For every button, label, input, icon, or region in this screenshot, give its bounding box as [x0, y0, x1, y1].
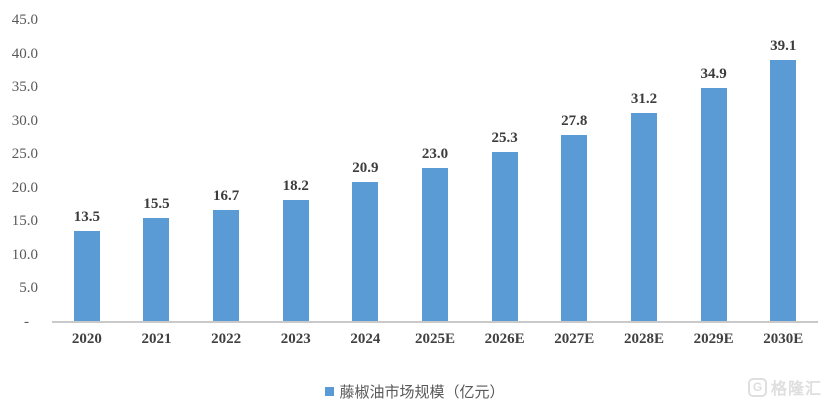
bar-value-label: 18.2 [282, 177, 309, 194]
bar-slot: 15.5 [122, 20, 192, 322]
y-axis-tick-label: 30.0 [11, 112, 38, 129]
legend-swatch-icon [325, 387, 335, 396]
bar-slot: 31.2 [609, 20, 679, 322]
y-axis-tick-label: - [24, 314, 29, 330]
bar [73, 231, 100, 322]
bar-value-label: 20.9 [352, 159, 379, 176]
x-axis-label: 2027E [554, 331, 595, 347]
plot-area: 13.5 15.5 16.7 18.2 20.9 23.0 25.3 27.8 31.2 34.9… [52, 20, 818, 322]
y-axis-tick-label: 10.0 [11, 246, 38, 263]
watermark-text: 格隆汇 [770, 381, 822, 398]
x-axis-label: 2030E [763, 331, 804, 347]
bar [770, 59, 797, 322]
y-axis-tick-label: 35.0 [11, 79, 38, 96]
bar [282, 199, 309, 322]
bar [561, 135, 588, 322]
bar-value-label: 39.1 [770, 37, 797, 54]
x-axis-label: 2022 [211, 331, 242, 347]
x-axis-label: 2025E [415, 331, 456, 347]
y-axis-tick-label: 15.0 [11, 213, 38, 230]
x-axis-line [52, 321, 818, 323]
bar [700, 87, 727, 322]
bar [422, 167, 449, 322]
bar-slot: 20.9 [331, 20, 401, 322]
bar-slot: 27.8 [539, 20, 609, 322]
x-axis-label: 2021 [141, 331, 172, 347]
x-axis-label: 2028E [623, 331, 664, 347]
bar-value-label: 13.5 [73, 209, 100, 226]
bar [213, 209, 240, 322]
bar-value-label: 23.0 [421, 145, 449, 162]
bar-slot: 23.0 [400, 20, 470, 322]
bar-slot: 16.7 [191, 20, 261, 322]
bar-slot: 25.3 [470, 20, 540, 322]
bar-slot: 13.5 [52, 20, 122, 322]
bar-slot: 39.1 [748, 20, 818, 322]
x-axis-label: 2023 [280, 331, 311, 347]
x-axis-labels: 2020 2021 2022 2023 2024 2025E 2026E 2027E 2028E… [52, 331, 818, 351]
y-axis-tick-label: 5.0 [19, 280, 38, 297]
gelonghui-watermark: G 格隆汇 [747, 375, 822, 399]
legend: 藤椒油市场规模（亿元） [0, 381, 830, 402]
gelonghui-logo-icon: G [747, 377, 767, 397]
x-axis-label: 2029E [693, 331, 734, 347]
bar-value-label: 27.8 [561, 113, 588, 130]
bar-value-label: 25.3 [491, 130, 518, 147]
bar-slot: 18.2 [261, 20, 331, 322]
bar [630, 112, 657, 322]
bar-value-label: 16.7 [212, 187, 240, 204]
x-axis-label: 2026E [484, 331, 525, 347]
legend-label: 藤椒油市场规模（亿元） [339, 385, 505, 401]
y-axis-tick-label: 45.0 [11, 12, 38, 28]
bar [352, 181, 379, 322]
bar [491, 152, 518, 322]
bar-value-label: 34.9 [700, 65, 727, 82]
x-axis-label: 2024 [350, 331, 381, 347]
bar [143, 217, 170, 322]
bar-value-label: 31.2 [630, 90, 658, 107]
y-axis-tick-label: 40.0 [11, 45, 38, 62]
bar-slot: 34.9 [679, 20, 749, 322]
y-axis-tick-label: 25.0 [11, 146, 38, 163]
y-axis-tick-label: 20.0 [11, 179, 38, 196]
bar-value-label: 15.5 [143, 195, 170, 212]
x-axis-label: 2020 [71, 331, 102, 347]
